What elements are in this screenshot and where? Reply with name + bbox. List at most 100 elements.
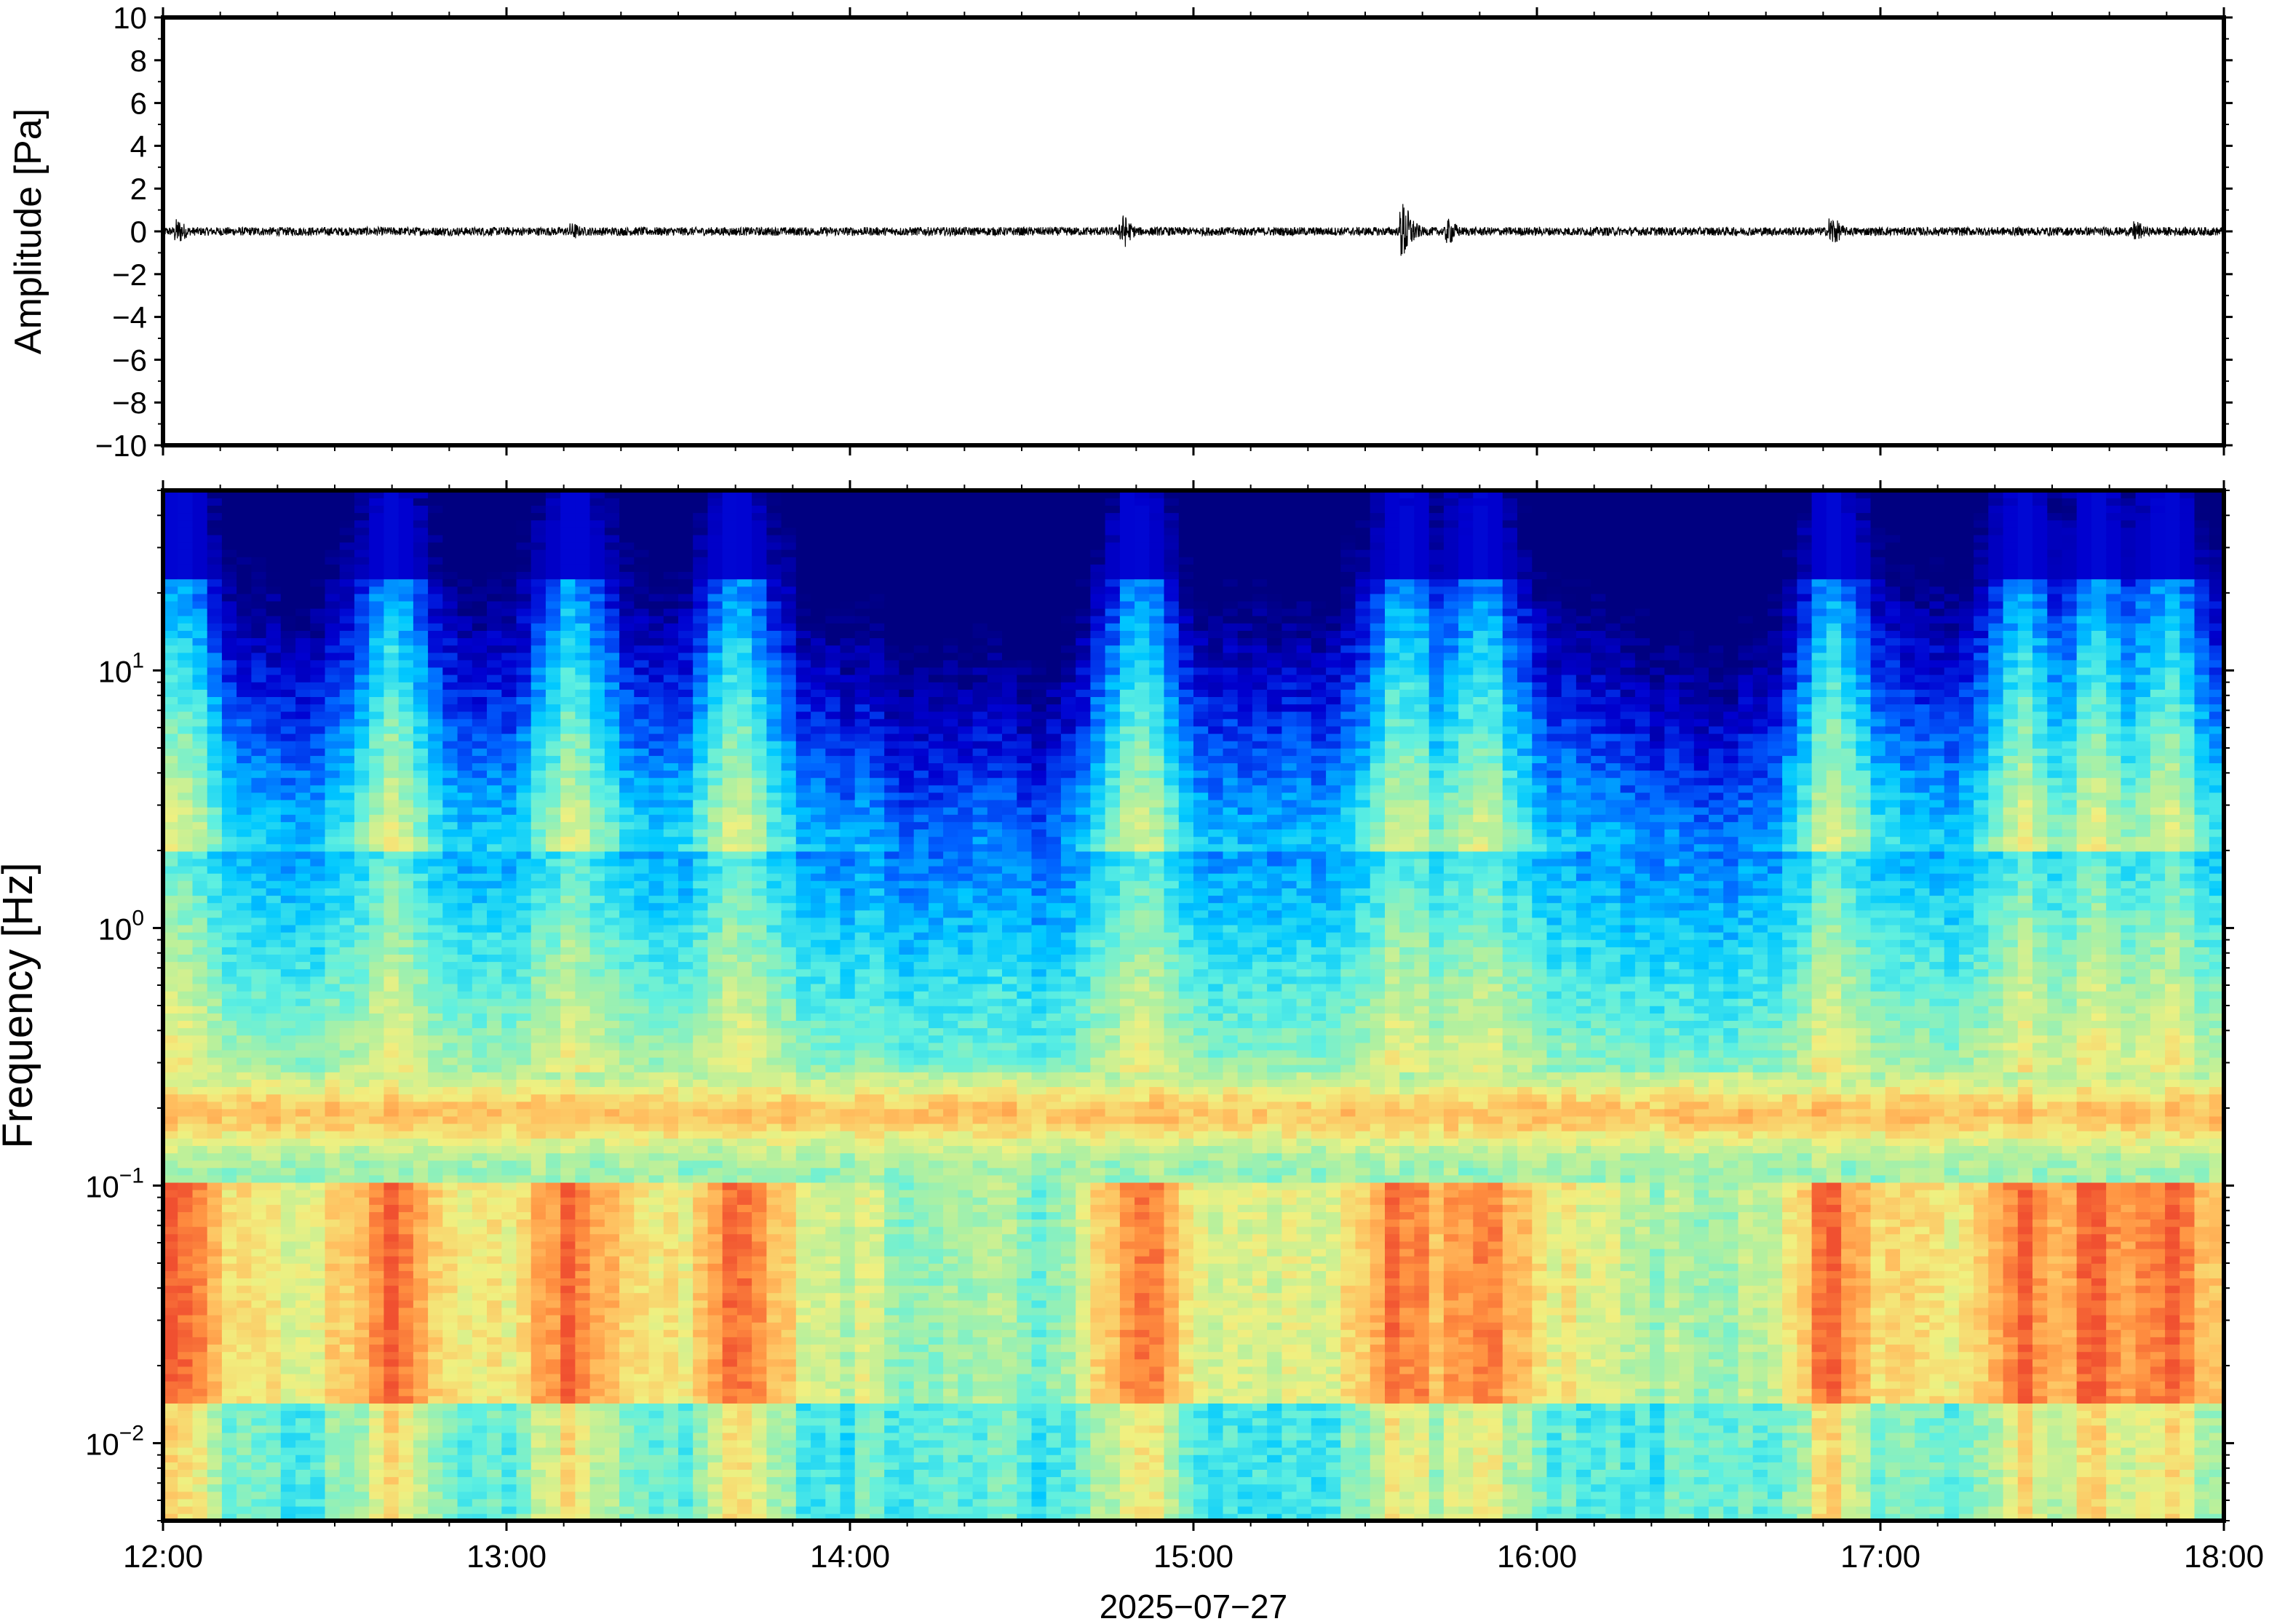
heatmap-cell: [354, 1417, 370, 1426]
heatmap-cell: [604, 1484, 620, 1492]
heatmap-cell: [619, 1219, 635, 1227]
heatmap-cell: [295, 645, 311, 653]
heatmap-cell: [192, 872, 208, 881]
heatmap-cell: [354, 1094, 370, 1102]
heatmap-cell: [325, 806, 341, 815]
heatmap-cell: [487, 1292, 502, 1301]
heatmap-cell: [604, 1410, 620, 1419]
heatmap-cell: [178, 704, 194, 712]
heatmap-cell: [457, 1115, 473, 1124]
heatmap-cell: [589, 888, 605, 896]
heatmap-cell: [531, 1476, 547, 1485]
heatmap-cell: [192, 623, 208, 631]
heatmap-cell: [384, 725, 400, 734]
heatmap-cell: [442, 1484, 458, 1492]
heatmap-cell: [442, 1049, 458, 1058]
heatmap-cell: [310, 1241, 326, 1249]
heatmap-cell: [442, 1123, 458, 1131]
heatmap-cell: [457, 1020, 473, 1029]
heatmap-cell: [310, 571, 326, 580]
heatmap-cell: [163, 733, 178, 741]
heatmap-cell: [280, 600, 296, 609]
heatmap-cell: [413, 799, 429, 808]
heatmap-cell: [207, 659, 223, 668]
heatmap-cell: [251, 1226, 267, 1235]
heatmap-cell: [487, 1255, 502, 1264]
heatmap-cell: [163, 1174, 178, 1183]
heatmap-cell: [413, 1454, 429, 1462]
heatmap-cell: [369, 1035, 385, 1043]
heatmap-cell: [487, 1454, 502, 1462]
heatmap-cell: [237, 696, 253, 705]
heatmap-cell: [560, 578, 576, 587]
heatmap-cell: [251, 1013, 267, 1021]
heatmap-cell: [237, 1013, 253, 1021]
heatmap-cell: [560, 1417, 576, 1426]
heatmap-cell: [207, 1248, 223, 1257]
heatmap-cell: [428, 1425, 444, 1433]
heatmap-cell: [575, 836, 591, 845]
heatmap-cell: [192, 1373, 208, 1382]
heatmap-cell: [221, 498, 237, 506]
heatmap-cell: [648, 1351, 664, 1360]
heatmap-cell: [221, 1329, 237, 1337]
heatmap-cell: [369, 1027, 385, 1036]
heatmap-cell: [207, 755, 223, 763]
heatmap-cell: [472, 1329, 488, 1337]
heatmap-cell: [280, 924, 296, 933]
heatmap-cell: [428, 1226, 444, 1235]
heatmap-cell: [457, 1321, 473, 1330]
heatmap-cell: [531, 961, 547, 970]
heatmap-cell: [663, 1380, 679, 1389]
heatmap-cell: [207, 1013, 223, 1021]
heatmap-cell: [237, 1476, 253, 1485]
heatmap-cell: [604, 1145, 620, 1154]
heatmap-cell: [560, 1476, 576, 1485]
heatmap-cell: [266, 541, 282, 550]
heatmap-cell: [501, 954, 517, 963]
heatmap-cell: [501, 1351, 517, 1360]
heatmap-cell: [207, 895, 223, 904]
heatmap-cell: [310, 1270, 326, 1278]
heatmap-cell: [442, 976, 458, 984]
heatmap-cell: [531, 711, 547, 720]
heatmap-cell: [560, 1189, 576, 1198]
heatmap-cell: [310, 1108, 326, 1117]
heatmap-cell: [619, 557, 635, 565]
heatmap-cell: [192, 968, 208, 977]
heatmap-cell: [472, 777, 488, 786]
heatmap-cell: [531, 645, 547, 653]
heatmap-cell: [280, 1233, 296, 1242]
heatmap-cell: [163, 821, 178, 829]
heatmap-cell: [384, 792, 400, 800]
heatmap-cell: [280, 593, 296, 602]
heatmap-cell: [384, 836, 400, 845]
heatmap-cell: [604, 1108, 620, 1117]
heatmap-cell: [501, 990, 517, 999]
heatmap-cell: [516, 1013, 532, 1021]
heatmap-cell: [369, 1064, 385, 1072]
heatmap-cell: [560, 586, 576, 594]
heatmap-cell: [192, 748, 208, 756]
heatmap-cell: [325, 1439, 341, 1448]
heatmap-cell: [221, 872, 237, 881]
heatmap-cell: [163, 998, 178, 1006]
heatmap-cell: [384, 1410, 400, 1419]
heatmap-cell: [619, 1307, 635, 1315]
heatmap-cell: [384, 1469, 400, 1478]
heatmap-cell: [295, 1307, 311, 1315]
heatmap-cell: [325, 792, 341, 800]
heatmap-cell: [413, 1108, 429, 1117]
heatmap-cell: [663, 1358, 679, 1367]
heatmap-cell: [501, 1160, 517, 1169]
heatmap-cell: [575, 1174, 591, 1183]
heatmap-cell: [339, 821, 355, 829]
heatmap-cell: [251, 600, 267, 609]
heatmap-cell: [207, 682, 223, 690]
heatmap-cell: [663, 1417, 679, 1426]
heatmap-cell: [221, 1314, 237, 1323]
heatmap-cell: [560, 1153, 576, 1161]
heatmap-cell: [413, 1226, 429, 1235]
heatmap-cell: [413, 880, 429, 888]
